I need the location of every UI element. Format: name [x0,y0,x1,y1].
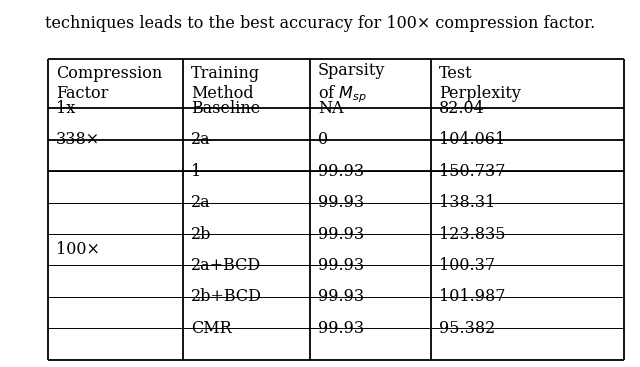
Text: 2a: 2a [191,194,211,211]
Text: 99.93: 99.93 [317,163,364,180]
Text: Compression
Factor: Compression Factor [56,65,162,102]
Text: CMR: CMR [191,320,232,337]
Text: 138.31: 138.31 [439,194,495,211]
Text: 1: 1 [191,163,202,180]
Text: Sparsity
of $M_{sp}$: Sparsity of $M_{sp}$ [317,62,385,105]
Text: 101.987: 101.987 [439,288,505,305]
Text: 99.93: 99.93 [317,194,364,211]
Text: techniques leads to the best accuracy for 100× compression factor.: techniques leads to the best accuracy fo… [45,15,595,32]
Text: Baseline: Baseline [191,100,260,117]
Text: 2a: 2a [191,131,211,148]
Text: 100×: 100× [56,241,100,258]
Text: 123.835: 123.835 [439,225,505,243]
Text: 82.04: 82.04 [439,100,484,117]
Text: NA: NA [317,100,343,117]
Text: 99.93: 99.93 [317,320,364,337]
Text: 150.737: 150.737 [439,163,505,180]
Text: 95.382: 95.382 [439,320,495,337]
Text: Training
Method: Training Method [191,65,260,102]
Text: 104.061: 104.061 [439,131,505,148]
Text: 1x: 1x [56,100,75,117]
Text: 99.93: 99.93 [317,257,364,274]
Text: 338×: 338× [56,131,100,148]
Text: Test
Perplexity: Test Perplexity [439,65,520,102]
Text: 2b: 2b [191,225,211,243]
Text: 100.37: 100.37 [439,257,495,274]
Text: 99.93: 99.93 [317,225,364,243]
Text: 2a+BCD: 2a+BCD [191,257,261,274]
Text: 99.93: 99.93 [317,288,364,305]
Text: 0: 0 [317,131,328,148]
Text: 2b+BCD: 2b+BCD [191,288,262,305]
